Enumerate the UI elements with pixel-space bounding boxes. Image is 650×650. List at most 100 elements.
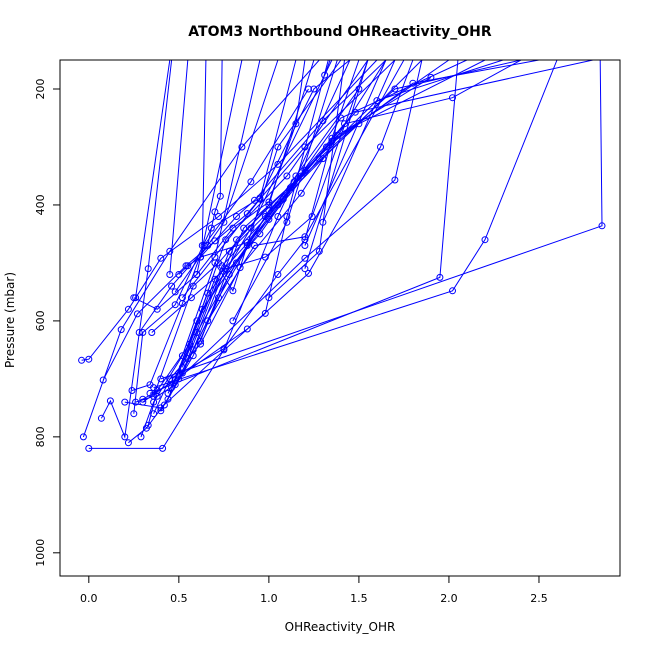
data-point	[157, 254, 165, 262]
data-point	[133, 310, 141, 318]
data-point	[427, 73, 435, 81]
series-39	[193, 60, 243, 278]
data-point	[124, 305, 132, 313]
data-point	[274, 213, 282, 220]
series-line	[149, 60, 459, 394]
series-line	[147, 60, 369, 426]
data-point	[106, 397, 114, 405]
series-line	[322, 60, 396, 223]
series-line	[200, 60, 387, 258]
data-point	[144, 421, 152, 429]
data-point	[153, 392, 161, 400]
series-46	[229, 60, 338, 325]
data-point	[297, 172, 305, 180]
series-47	[178, 60, 297, 302]
data-point	[99, 376, 107, 384]
data-point	[598, 222, 606, 230]
x-axis-title: OHReactivity_OHR	[285, 620, 396, 634]
y-tick-label: 600	[34, 310, 47, 331]
data-point	[301, 265, 309, 273]
series-line	[133, 60, 306, 310]
data-point	[220, 218, 228, 226]
series-28	[157, 60, 606, 383]
data-point	[124, 439, 132, 447]
data-point	[150, 410, 158, 418]
data-point	[216, 192, 224, 200]
series-3	[78, 60, 378, 364]
data-point	[144, 265, 152, 273]
data-point	[305, 269, 312, 277]
data-point	[157, 375, 165, 383]
data-point	[150, 384, 158, 392]
series-48	[171, 60, 279, 296]
data-point	[211, 275, 219, 283]
series-line	[81, 60, 378, 361]
data-point	[265, 294, 273, 302]
data-point	[139, 395, 147, 403]
data-point	[315, 247, 323, 255]
series-34	[135, 60, 224, 336]
data-point	[283, 172, 291, 180]
data-point	[256, 195, 264, 203]
series-line	[100, 60, 173, 439]
data-layer	[78, 60, 606, 452]
data-point	[184, 355, 192, 363]
series-36	[166, 60, 189, 278]
data-point	[189, 282, 197, 290]
series-line	[160, 60, 603, 380]
data-point	[409, 79, 417, 87]
series-line	[192, 60, 522, 351]
data-point	[193, 271, 201, 278]
data-point	[211, 208, 219, 216]
data-point	[310, 85, 318, 93]
data-point	[166, 375, 174, 383]
series-line	[153, 60, 558, 389]
data-point	[222, 265, 230, 273]
data-point	[207, 224, 215, 232]
data-point	[132, 294, 140, 302]
y-tick-label: 200	[34, 79, 47, 100]
x-tick-label: 2.5	[530, 592, 548, 605]
data-point	[229, 317, 237, 325]
series-26	[146, 60, 459, 397]
data-point	[292, 172, 300, 180]
data-point	[247, 178, 255, 186]
series-line	[304, 60, 369, 269]
x-tick-label: 0.0	[80, 592, 98, 605]
series-line	[232, 60, 338, 322]
data-point	[132, 398, 140, 406]
y-axis-title: Pressure (mbar)	[3, 272, 17, 368]
data-point	[377, 143, 384, 151]
data-point	[121, 398, 129, 406]
y-tick-label: 400	[34, 194, 47, 215]
series-line	[138, 60, 223, 333]
series-line	[142, 60, 329, 403]
data-point	[159, 444, 167, 452]
data-point	[166, 247, 174, 255]
data-point	[436, 273, 444, 281]
data-point	[283, 189, 291, 197]
plot-frame	[59, 59, 621, 577]
series-29	[139, 60, 329, 406]
data-point	[328, 134, 336, 142]
x-tick-label: 0.5	[170, 592, 188, 605]
series-line	[124, 60, 414, 409]
series-line	[140, 60, 342, 438]
data-point	[211, 253, 219, 261]
series-group	[78, 60, 606, 452]
data-point	[189, 346, 197, 354]
y-tick-label: 1000	[34, 539, 47, 567]
data-point	[97, 414, 105, 422]
data-point	[240, 224, 248, 232]
data-point	[301, 242, 309, 249]
x-tick-label: 1.5	[350, 592, 368, 605]
data-point	[215, 213, 222, 220]
data-point	[171, 288, 179, 296]
data-point	[305, 85, 312, 93]
data-point	[274, 271, 282, 278]
series-32	[148, 60, 369, 336]
data-point	[391, 176, 399, 184]
series-line	[102, 60, 396, 381]
data-point	[449, 287, 456, 295]
